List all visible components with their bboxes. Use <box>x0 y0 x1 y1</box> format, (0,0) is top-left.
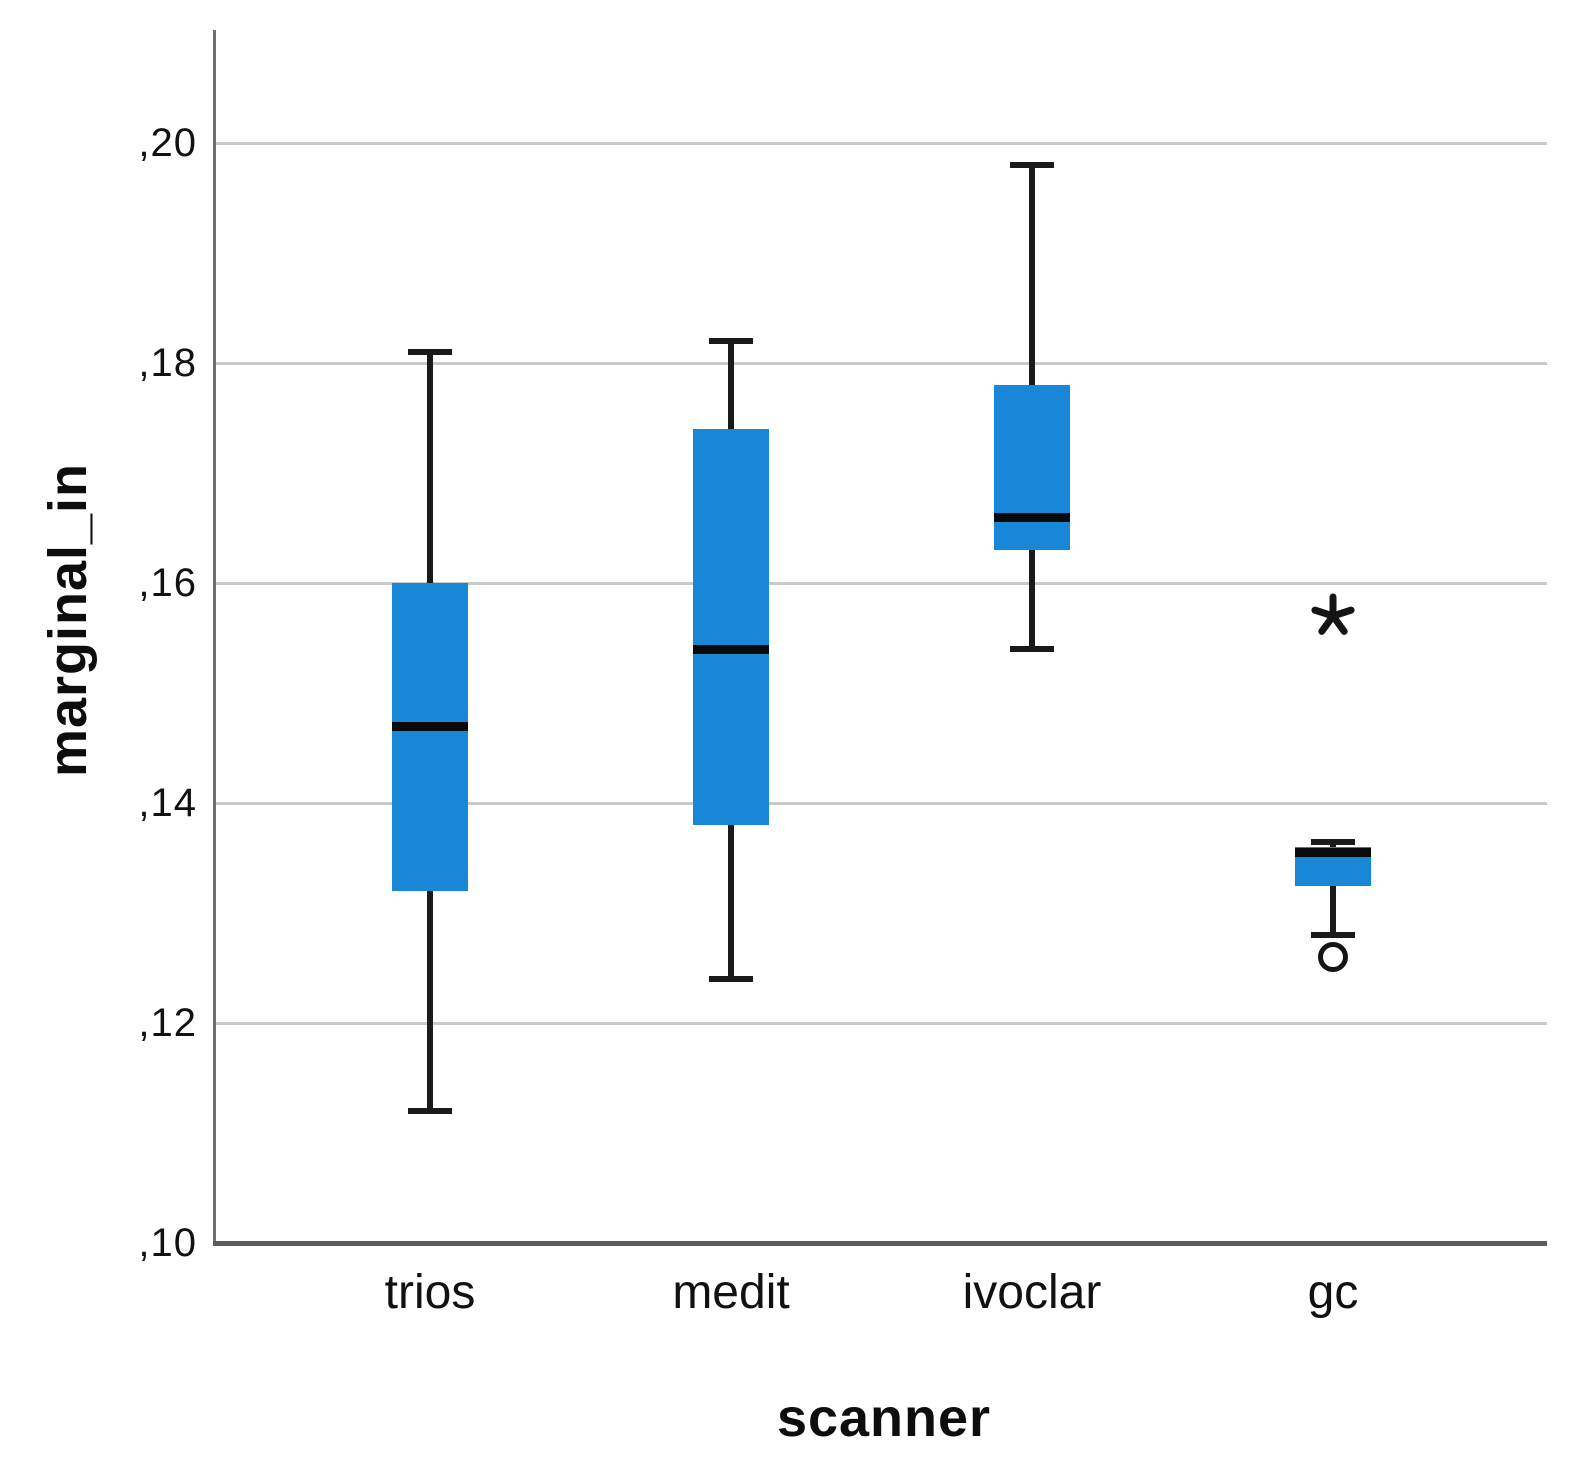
y-tick-label: ,16 <box>138 561 197 605</box>
whisker-cap-max-medit <box>709 338 753 344</box>
y-tick-label: ,18 <box>138 341 197 385</box>
x-axis-title: scanner <box>776 1388 992 1448</box>
box-medit <box>693 429 769 825</box>
gridline-12 <box>215 1021 1547 1025</box>
y-tick-label: ,20 <box>138 121 197 165</box>
whisker-lower-trios <box>427 891 433 1111</box>
median-trios <box>392 721 468 731</box>
x-tick-label-gc: gc <box>1307 1266 1359 1319</box>
whisker-lower-medit <box>728 825 734 979</box>
box-trios <box>392 583 468 891</box>
whisker-upper-ivoclar <box>1029 165 1035 385</box>
median-ivoclar <box>994 512 1070 522</box>
y-tick-label: ,12 <box>138 1001 197 1045</box>
whisker-cap-max-ivoclar <box>1010 162 1054 168</box>
outlier-circle-gc <box>1318 942 1348 972</box>
y-tick-label: ,14 <box>138 781 197 825</box>
x-tick-label-ivoclar: ivoclar <box>962 1266 1102 1319</box>
whisker-upper-trios <box>427 352 433 583</box>
whisker-cap-max-trios <box>408 349 452 355</box>
box-ivoclar <box>994 385 1070 550</box>
y-axis-line <box>213 30 216 1246</box>
whisker-cap-min-trios <box>408 1108 452 1114</box>
whisker-lower-gc <box>1330 885 1336 935</box>
whisker-cap-min-ivoclar <box>1010 646 1054 652</box>
x-tick-label-trios: trios <box>384 1266 476 1319</box>
whisker-lower-ivoclar <box>1029 550 1035 649</box>
gridline-16 <box>215 581 1547 585</box>
gridline-20 <box>215 141 1547 145</box>
whisker-cap-min-medit <box>709 976 753 982</box>
whisker-upper-medit <box>728 341 734 429</box>
asterisk-icon <box>1311 593 1355 635</box>
gridline-14 <box>215 801 1547 805</box>
whisker-cap-min-gc <box>1311 932 1355 938</box>
y-tick-label: ,10 <box>138 1221 197 1265</box>
outlier-extreme-gc <box>1309 592 1357 640</box>
x-tick-label-medit: medit <box>672 1266 790 1319</box>
whisker-cap-max-gc <box>1311 838 1355 845</box>
median-gc <box>1295 848 1371 857</box>
gridline-18 <box>215 361 1547 365</box>
x-axis-line <box>213 1241 1547 1246</box>
median-medit <box>693 644 769 654</box>
